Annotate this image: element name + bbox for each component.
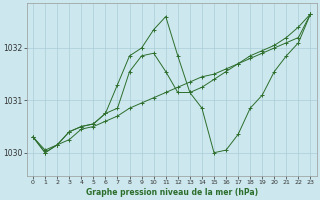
X-axis label: Graphe pression niveau de la mer (hPa): Graphe pression niveau de la mer (hPa) xyxy=(86,188,258,197)
